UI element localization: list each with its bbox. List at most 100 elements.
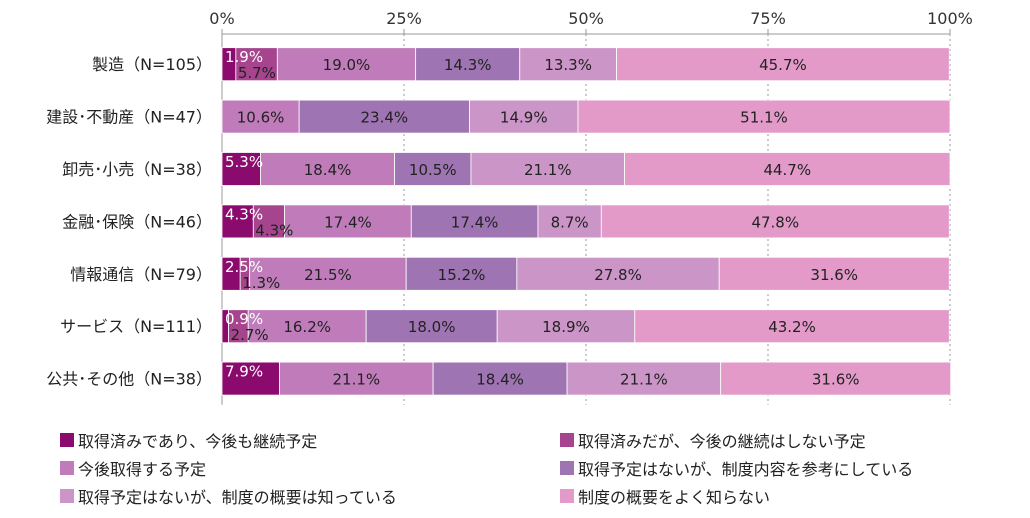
data-label: 7.9% xyxy=(225,363,263,381)
bar-segment xyxy=(600,204,950,239)
bar-segment xyxy=(247,309,367,344)
data-label: 21.1% xyxy=(524,161,572,179)
x-tick-label: 75% xyxy=(750,9,786,28)
data-label: 10.5% xyxy=(409,161,457,179)
legend-label: 取得済みであり、今後も継続予定 xyxy=(78,432,318,451)
legend-swatch xyxy=(60,489,74,503)
data-label: 45.7% xyxy=(759,56,807,74)
data-label: 14.9% xyxy=(500,109,548,127)
data-label: 8.7% xyxy=(551,213,589,231)
data-label: 4.3% xyxy=(225,205,263,223)
legend-label: 取得予定はないが、制度の概要は知っている xyxy=(78,488,397,507)
bar-segment xyxy=(537,204,602,239)
bar-segment xyxy=(298,99,470,134)
x-tick-label: 25% xyxy=(386,9,422,28)
data-label: 13.3% xyxy=(544,56,592,74)
category-labels: 製造（N=105） 建設･不動産（N=47） 卸売･小売（N=38） 金融･保険（N=… xyxy=(46,55,212,388)
legend: 取得済みであり、今後も継続予定 取得済みだが、今後の継続はしない予定今後取得する予… xyxy=(0,420,1030,518)
bar-segment xyxy=(415,47,521,82)
bar-segment xyxy=(284,204,412,239)
bar-segment xyxy=(516,256,720,291)
bar-segment xyxy=(410,204,539,239)
legend-label: 今後取得する予定 xyxy=(78,460,207,479)
data-label: 18.4% xyxy=(476,371,524,389)
bar-segment xyxy=(235,47,278,82)
data-label: 1.3% xyxy=(242,274,280,292)
data-label: 16.2% xyxy=(283,318,331,336)
bar-segment xyxy=(221,152,261,186)
category-label: 卸売･小売（N=38） xyxy=(62,160,212,179)
legend-label: 取得済みだが、今後の継続はしない予定 xyxy=(578,432,866,451)
bar-segment xyxy=(577,99,951,134)
bar-segment xyxy=(221,361,280,396)
data-label: 10.6% xyxy=(237,109,285,127)
data-label: 19.0% xyxy=(323,56,371,74)
category-label: 建設･不動産（N=47） xyxy=(46,108,212,127)
legend-item: 制度の概要をよく知らない xyxy=(560,484,770,508)
data-label: 31.6% xyxy=(810,266,858,284)
bar-segment xyxy=(394,152,472,186)
legend-swatch xyxy=(560,433,574,447)
data-label: 2.7% xyxy=(231,326,269,344)
data-label: 17.4% xyxy=(324,213,372,231)
data-label: 5.7% xyxy=(238,64,276,82)
stacked-bar-chart: 0% 25% 50% 75% 100% 製造（N=105） 建設･不動産（N=47） 卸売･… xyxy=(46,9,973,405)
legend-label: 取得予定はないが、制度内容を参考にしている xyxy=(578,460,914,479)
legend-label: 制度の概要をよく知らない xyxy=(578,488,771,507)
data-label: 0.9% xyxy=(225,310,263,328)
legend-item: 今後取得する予定 xyxy=(60,456,206,480)
data-labels: 1.9%5.7% 19.0% 14.3% 13.3% 45.7% 10.6% 23.4% 14… xyxy=(225,48,860,388)
bar-segment xyxy=(496,309,636,344)
category-label: 金融･保険（N=46） xyxy=(62,212,212,231)
bar-segment xyxy=(252,204,286,239)
x-tick-label: 100% xyxy=(927,9,973,28)
data-label: 14.3% xyxy=(444,56,492,74)
data-label: 44.7% xyxy=(763,161,811,179)
bar-segment xyxy=(276,47,417,82)
bar-segment xyxy=(249,256,407,291)
data-label: 51.1% xyxy=(740,109,788,127)
bar-segment xyxy=(718,256,950,291)
data-label: 21.5% xyxy=(304,266,352,284)
data-label: 43.2% xyxy=(768,318,816,336)
legend-swatch xyxy=(560,489,574,503)
category-label: 公共･その他（N=38） xyxy=(46,370,212,389)
bar-segment xyxy=(624,152,951,186)
bars xyxy=(221,47,952,396)
data-label: 21.1% xyxy=(620,371,668,389)
category-label: 情報通信（N=79） xyxy=(70,265,212,284)
legend-swatch xyxy=(60,461,74,475)
bar-segment xyxy=(519,47,617,82)
legend-swatch xyxy=(60,433,74,447)
data-label: 5.3% xyxy=(225,153,263,171)
bar-segment xyxy=(279,361,434,396)
bar-segment xyxy=(634,309,950,344)
data-label: 2.5% xyxy=(225,258,263,276)
bar-segment xyxy=(432,361,568,396)
data-label: 21.1% xyxy=(332,371,380,389)
legend-item: 取得済みだが、今後の継続はしない予定 xyxy=(560,428,866,452)
category-label: サービス（N=111） xyxy=(60,317,212,336)
legend-item: 取得済みであり、今後も継続予定 xyxy=(60,428,317,452)
x-tick-label: 50% xyxy=(568,9,604,28)
bar-segment xyxy=(616,47,950,82)
data-label: 18.9% xyxy=(542,318,590,336)
data-label: 1.9% xyxy=(225,48,263,66)
x-axis-ticks: 0% 25% 50% 75% 100% xyxy=(209,9,973,28)
data-label: 31.6% xyxy=(812,371,860,389)
x-tick-label: 0% xyxy=(209,9,234,28)
bar-segment xyxy=(469,99,579,134)
data-label: 27.8% xyxy=(594,266,642,284)
data-label: 4.3% xyxy=(255,221,293,239)
legend-swatch xyxy=(560,461,574,475)
data-label: 47.8% xyxy=(751,213,799,231)
bar-segment xyxy=(260,152,395,186)
data-label: 17.4% xyxy=(451,213,499,231)
legend-item: 取得予定はないが、制度内容を参考にしている xyxy=(560,456,913,480)
bar-segment xyxy=(566,361,722,396)
data-label: 23.4% xyxy=(361,109,409,127)
legend-item: 取得予定はないが、制度の概要は知っている xyxy=(60,484,397,508)
data-label: 18.4% xyxy=(304,161,352,179)
category-label: 製造（N=105） xyxy=(92,55,212,74)
data-label: 15.2% xyxy=(438,266,486,284)
